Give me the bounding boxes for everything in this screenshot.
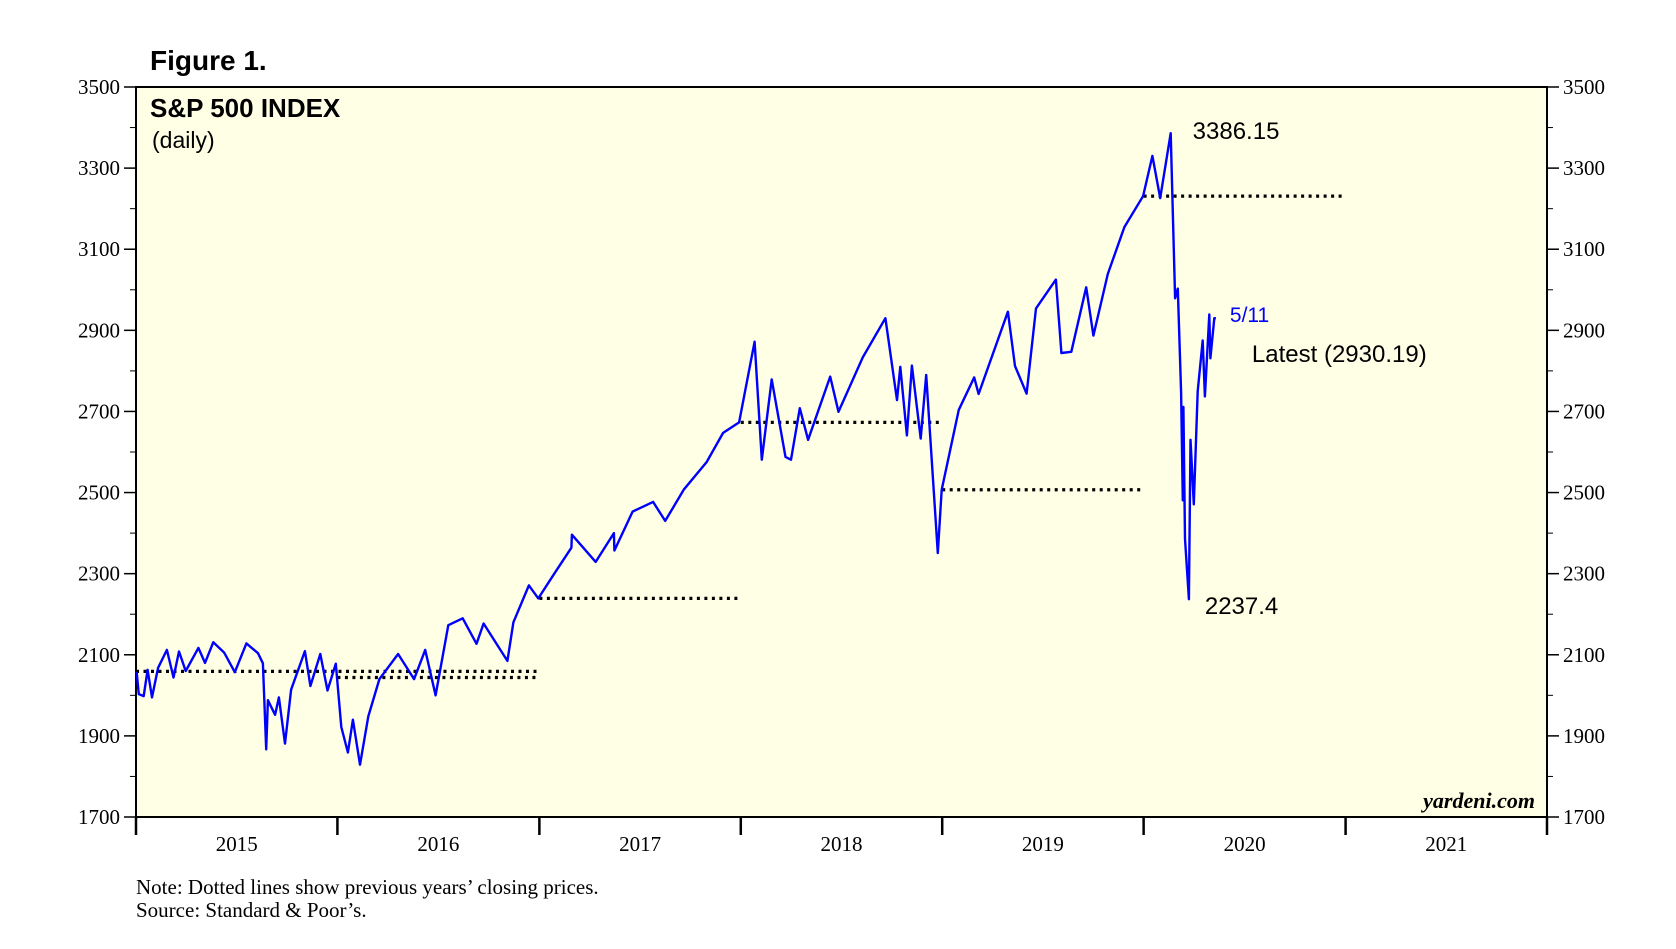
figure-label: Figure 1.: [150, 45, 267, 76]
x-tick-label: 2017: [619, 832, 661, 856]
y-tick-label-right: 2300: [1563, 562, 1605, 586]
note-text: Note: Dotted lines show previous years’ …: [136, 875, 599, 899]
annotation-high: 3386.15: [1193, 118, 1280, 145]
series-layer: [135, 132, 1216, 766]
y-tick-label-left: 1900: [78, 724, 120, 748]
y-axis-right: 3500 3300 3100 2900 2700 2500 2300 2100 1900 1700: [1547, 75, 1605, 829]
footnote: Note: Dotted lines show previous years’ …: [136, 876, 599, 922]
y-tick-label-right: 3500: [1563, 75, 1605, 99]
x-tick-label: 2021: [1425, 832, 1467, 856]
y-tick-label-right: 1900: [1563, 724, 1605, 748]
annotation-latest: Latest (2930.19): [1252, 341, 1427, 368]
annotation-layer: 3386.15 2237.4 5/11 Latest (2930.19): [1193, 118, 1427, 620]
y-axis-left: 3500 3300 3100 2900 2700 2500 2300 2100 1900 1700: [78, 75, 136, 829]
y-tick-label-left: 3500: [78, 75, 120, 99]
source-text: Source: Standard & Poor’s.: [136, 898, 367, 922]
y-tick-label-left: 1700: [78, 805, 120, 829]
y-tick-label-right: 2100: [1563, 643, 1605, 667]
y-tick-label-right: 2700: [1563, 399, 1605, 423]
annotation-low: 2237.4: [1205, 593, 1278, 620]
y-tick-label-right: 3100: [1563, 237, 1605, 261]
chart-title: S&P 500 INDEX: [150, 93, 341, 123]
x-axis: 2015 2016 2017 2018 2019 2020 2021: [134, 817, 1549, 856]
x-tick-label: 2018: [821, 832, 863, 856]
watermark: yardeni.com: [1420, 788, 1535, 813]
y-tick-label-right: 2900: [1563, 318, 1605, 342]
plot-area: [135, 86, 1548, 818]
y-tick-label-right: 2500: [1563, 481, 1605, 505]
chart-subtitle: (daily): [152, 127, 215, 153]
series-line: [135, 132, 1216, 766]
y-tick-label-right: 3300: [1563, 156, 1605, 180]
annotation-date: 5/11: [1230, 304, 1269, 327]
x-tick-label: 2015: [216, 832, 258, 856]
x-tick-label: 2020: [1224, 832, 1266, 856]
x-tick-label: 2019: [1022, 832, 1064, 856]
x-tick-label: 2016: [417, 832, 459, 856]
y-tick-label-left: 2700: [78, 399, 120, 423]
y-tick-label-left: 2100: [78, 643, 120, 667]
y-tick-label-left: 2500: [78, 481, 120, 505]
y-tick-label-left: 2900: [78, 318, 120, 342]
y-tick-label-left: 3100: [78, 237, 120, 261]
y-tick-label-left: 3300: [78, 156, 120, 180]
y-tick-label-left: 2300: [78, 562, 120, 586]
y-tick-label-right: 1700: [1563, 805, 1605, 829]
